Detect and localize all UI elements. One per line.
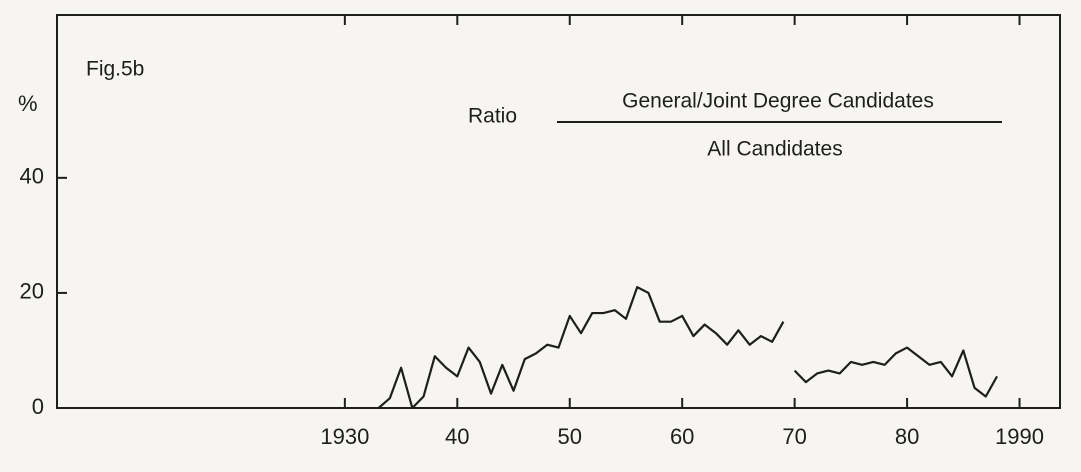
data-line — [377, 286, 785, 410]
x-tick-label: 70 — [782, 424, 806, 449]
x-tick-label: 40 — [445, 424, 469, 449]
y-axis-label: % — [18, 91, 38, 116]
ratio-label: Ratio — [468, 105, 517, 128]
x-tick-label: 1990 — [995, 424, 1044, 449]
x-tick-label: 1930 — [320, 424, 369, 449]
x-tick-label: 80 — [895, 424, 919, 449]
ratio-numerator: General/Joint Degree Candidates — [622, 90, 934, 113]
plot-frame — [56, 14, 1061, 409]
x-tick-label: 60 — [670, 424, 694, 449]
data-line — [793, 346, 998, 398]
y-tick-label: 0 — [32, 394, 44, 419]
figure-label: Fig.5b — [86, 58, 144, 81]
y-tick-label: 20 — [20, 279, 44, 304]
x-tick-label: 50 — [558, 424, 582, 449]
ratio-denominator: All Candidates — [707, 138, 842, 161]
y-tick-label: 40 — [20, 164, 44, 189]
